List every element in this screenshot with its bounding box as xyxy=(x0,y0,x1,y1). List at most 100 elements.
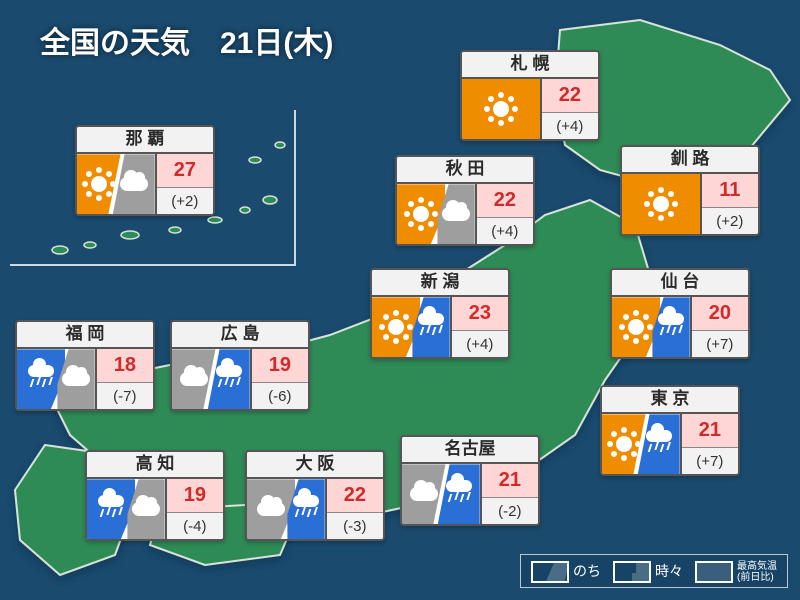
rainy-icon xyxy=(208,349,250,409)
weather-card-nagoya: 名古屋21(-2) xyxy=(400,435,540,526)
weather-icons xyxy=(372,297,450,357)
weather-icons xyxy=(77,154,155,214)
temp-high: 23 xyxy=(452,297,508,330)
temp-high: 21 xyxy=(682,414,738,447)
temp-delta: (+2) xyxy=(702,208,758,235)
temp-high: 27 xyxy=(157,154,213,187)
city-name: 大 阪 xyxy=(247,452,383,479)
card-body: 27(+2) xyxy=(77,154,213,214)
sunny-icon xyxy=(622,174,700,234)
legend: のち 時々 最高気温(前日比) xyxy=(520,554,788,588)
weather-card-fukuoka: 福 岡18(-7) xyxy=(15,320,155,411)
legend-nochi-label: のち xyxy=(573,563,601,579)
cloudy-icon xyxy=(113,154,155,214)
temps: 22(+4) xyxy=(540,79,598,139)
temp-high: 11 xyxy=(702,174,758,207)
sunny-icon xyxy=(77,154,121,214)
weather-card-akita: 秋 田22(+4) xyxy=(395,155,535,246)
city-name: 仙 台 xyxy=(612,270,748,297)
city-name: 札 幌 xyxy=(462,52,598,79)
temp-high: 22 xyxy=(542,79,598,112)
page-title: 全国の天気 21日(木) xyxy=(40,18,333,62)
legend-tokidoki-label: 時々 xyxy=(655,563,683,579)
weather-icons xyxy=(17,349,95,409)
card-body: 19(-6) xyxy=(172,349,308,409)
weather-icons xyxy=(462,79,540,139)
weather-icons xyxy=(612,297,690,357)
card-body: 11(+2) xyxy=(622,174,758,234)
card-body: 22(+4) xyxy=(462,79,598,139)
temps: 27(+2) xyxy=(155,154,213,214)
weather-icons xyxy=(247,479,325,539)
weather-card-sapporo: 札 幌22(+4) xyxy=(460,50,600,141)
temp-delta: (-6) xyxy=(252,383,308,410)
card-body: 20(+7) xyxy=(612,297,748,357)
rainy-icon xyxy=(438,464,480,524)
sunny-icon xyxy=(602,414,646,474)
city-name: 那 覇 xyxy=(77,127,213,154)
temp-delta: (-3) xyxy=(327,513,383,540)
weather-card-niigata: 新 潟23(+4) xyxy=(370,268,510,359)
temp-delta: (+4) xyxy=(542,113,598,140)
weather-icons xyxy=(602,414,680,474)
city-name: 福 岡 xyxy=(17,322,153,349)
card-body: 23(+4) xyxy=(372,297,508,357)
temps: 19(-6) xyxy=(250,349,308,409)
city-name: 名古屋 xyxy=(402,437,538,464)
legend-temp-label: 最高気温(前日比) xyxy=(737,561,777,583)
sunny-icon xyxy=(462,79,540,139)
card-body: 18(-7) xyxy=(17,349,153,409)
legend-nochi-icon xyxy=(531,561,569,583)
temp-delta: (-4) xyxy=(167,513,223,540)
cloudy-icon xyxy=(172,349,216,409)
temp-delta: (+4) xyxy=(452,331,508,358)
temp-high: 19 xyxy=(252,349,308,382)
temps: 22(-3) xyxy=(325,479,383,539)
rainy-icon xyxy=(638,414,680,474)
weather-card-kushiro: 釧 路11(+2) xyxy=(620,145,760,236)
weather-card-hiroshima: 広 島19(-6) xyxy=(170,320,310,411)
temp-delta: (-7) xyxy=(97,383,153,410)
legend-temp-icon xyxy=(695,561,733,583)
temp-high: 19 xyxy=(167,479,223,512)
city-name: 東 京 xyxy=(602,387,738,414)
temps: 23(+4) xyxy=(450,297,508,357)
weather-icons xyxy=(397,184,475,244)
city-name: 釧 路 xyxy=(622,147,758,174)
weather-card-sendai: 仙 台20(+7) xyxy=(610,268,750,359)
temps: 22(+4) xyxy=(475,184,533,244)
temp-delta: (+7) xyxy=(692,331,748,358)
temps: 21(+7) xyxy=(680,414,738,474)
legend-tokidoki-icon xyxy=(613,561,651,583)
city-name: 高 知 xyxy=(87,452,223,479)
temps: 11(+2) xyxy=(700,174,758,234)
temp-high: 21 xyxy=(482,464,538,497)
city-name: 秋 田 xyxy=(397,157,533,184)
card-body: 19(-4) xyxy=(87,479,223,539)
weather-card-tokyo: 東 京21(+7) xyxy=(600,385,740,476)
city-name: 広 島 xyxy=(172,322,308,349)
temp-high: 22 xyxy=(477,184,533,217)
weather-icons xyxy=(172,349,250,409)
card-body: 21(+7) xyxy=(602,414,738,474)
temps: 18(-7) xyxy=(95,349,153,409)
weather-card-kochi: 高 知19(-4) xyxy=(85,450,225,541)
temps: 21(-2) xyxy=(480,464,538,524)
temps: 19(-4) xyxy=(165,479,223,539)
card-body: 21(-2) xyxy=(402,464,538,524)
temp-delta: (+7) xyxy=(682,448,738,475)
card-body: 22(-3) xyxy=(247,479,383,539)
temp-delta: (-2) xyxy=(482,498,538,525)
weather-icons xyxy=(622,174,700,234)
weather-card-osaka: 大 阪22(-3) xyxy=(245,450,385,541)
weather-icons xyxy=(402,464,480,524)
temp-delta: (+2) xyxy=(157,188,213,215)
weather-card-naha: 那 覇27(+2) xyxy=(75,125,215,216)
temp-high: 20 xyxy=(692,297,748,330)
temp-high: 18 xyxy=(97,349,153,382)
city-name: 新 潟 xyxy=(372,270,508,297)
weather-icons xyxy=(87,479,165,539)
temp-high: 22 xyxy=(327,479,383,512)
temp-delta: (+4) xyxy=(477,218,533,245)
card-body: 22(+4) xyxy=(397,184,533,244)
